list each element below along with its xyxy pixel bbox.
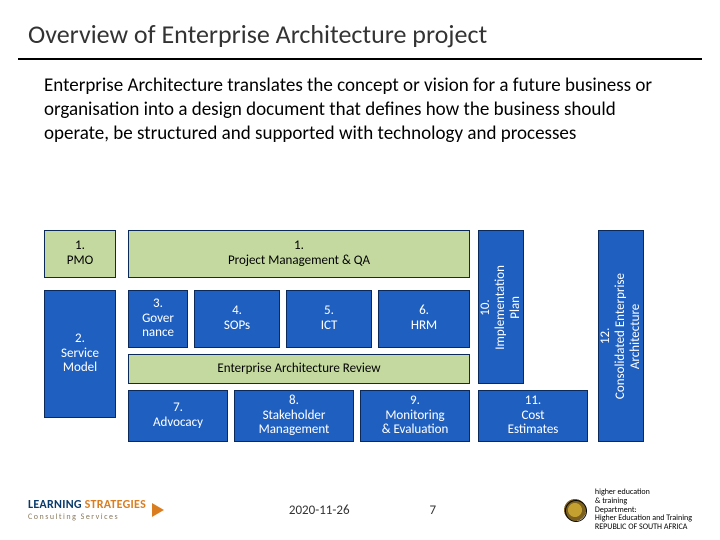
box-sops: 4. SOPs [194, 290, 280, 348]
box-stake: 8. Stakeholder Management [234, 390, 354, 442]
footer-page-number: 7 [430, 503, 437, 518]
brand-subtitle: Consulting Services [28, 512, 146, 522]
box-hrm: 6. HRM [378, 290, 470, 348]
footer: LEARNING STRATEGIES Consulting Services … [0, 488, 720, 532]
box-label-stake: 8. Stakeholder Management [259, 394, 330, 439]
box-impl: 10. Implementation Plan [478, 230, 524, 384]
description-text: Enterprise Architecture translates the c… [0, 60, 720, 155]
box-review: Enterprise Architecture Review [128, 354, 470, 384]
box-label-sops: 4. SOPs [224, 304, 250, 334]
box-service: 2. Service Model [44, 290, 116, 418]
box-label-consol: 12. Consolidated Enterprise Architecture [599, 273, 644, 399]
logo-learning-strategies: LEARNING STRATEGIES Consulting Services [28, 498, 164, 522]
logo-dept: higher education & training Department: … [561, 488, 692, 532]
footer-date: 2020-11-26 [289, 503, 350, 518]
box-ict: 5. ICT [286, 290, 372, 348]
box-advocacy: 7. Advocacy [128, 390, 228, 442]
box-cost: 11. Cost Estimates [478, 390, 588, 442]
box-monitor: 9. Monitoring & Evaluation [360, 390, 470, 442]
coat-of-arms-icon [561, 496, 589, 524]
ea-diagram: 1. PMO 2. Service Model 1. Project Managem… [44, 230, 674, 475]
triangle-icon [152, 503, 164, 517]
box-consol: 12. Consolidated Enterprise Architecture [598, 230, 644, 442]
box-pmqa: 1. Project Management & QA [128, 230, 470, 278]
box-label-pmo: 1. PMO [67, 239, 93, 269]
box-label-ict: 5. ICT [321, 304, 338, 334]
dept-text: higher education & training Department: … [595, 488, 692, 532]
box-label-gov: 3. Gover nance [142, 297, 174, 342]
footer-meta: 2020-11-26 7 [289, 503, 436, 518]
box-label-cost: 11. Cost Estimates [508, 394, 559, 439]
box-label-advocacy: 7. Advocacy [153, 401, 203, 431]
page-title: Overview of Enterprise Architecture proj… [0, 0, 720, 58]
brand-word-1: LEARNING [28, 498, 82, 512]
brand-word-2: STRATEGIES [85, 498, 146, 512]
box-pmo: 1. PMO [44, 230, 116, 278]
box-gov: 3. Gover nance [128, 290, 188, 348]
box-label-impl: 10. Implementation Plan [479, 265, 524, 350]
box-label-service: 2. Service Model [61, 332, 99, 377]
box-label-hrm: 6. HRM [411, 304, 437, 334]
box-label-monitor: 9. Monitoring & Evaluation [382, 394, 449, 439]
box-label-pmqa: 1. Project Management & QA [228, 239, 370, 269]
box-label-review: Enterprise Architecture Review [217, 362, 380, 377]
